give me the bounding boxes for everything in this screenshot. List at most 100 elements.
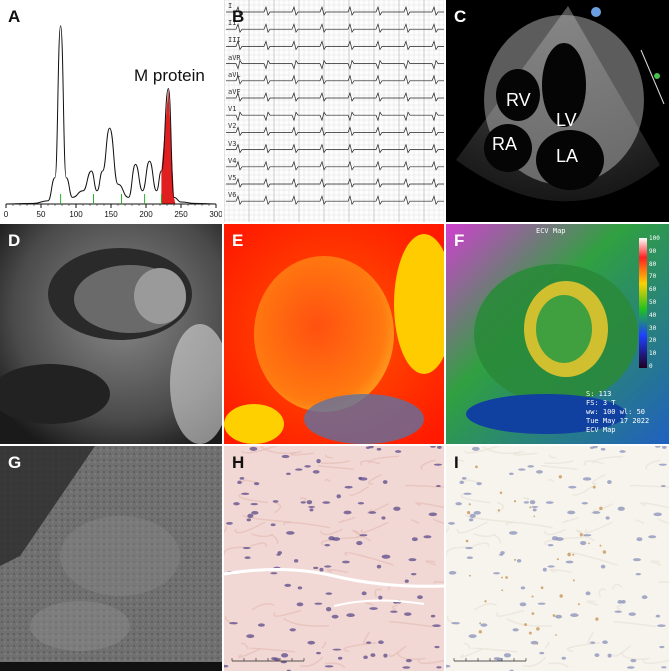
m-protein-annotation: M protein <box>134 66 205 85</box>
cell-nucleus <box>437 446 442 449</box>
tissue-fiber <box>473 533 496 538</box>
cell-nucleus <box>580 541 587 546</box>
tissue-fiber <box>460 492 491 504</box>
electron-micrograph <box>0 446 222 671</box>
cell-nucleus <box>539 651 545 655</box>
panel-label-d: D <box>8 231 21 250</box>
tissue-fiber <box>463 446 501 454</box>
cell-nucleus <box>476 482 482 486</box>
tissue-fiber <box>454 459 465 464</box>
tissue-fiber <box>505 521 553 529</box>
cell-nucleus <box>342 560 350 564</box>
cell-nucleus <box>363 655 368 660</box>
ecv-map-title: ECV Map <box>536 227 566 235</box>
ecv-info-line: ww: 100 wl: 50 <box>586 408 646 416</box>
tissue-fiber <box>464 513 514 523</box>
cell-nucleus <box>280 660 287 664</box>
ecv-map-image <box>446 224 669 444</box>
cell-nucleus <box>614 610 622 613</box>
tissue-fiber <box>410 519 420 525</box>
tissue-fiber <box>321 641 327 649</box>
tissue-fiber <box>473 603 497 611</box>
chamber-label-la: LA <box>556 146 579 166</box>
echo-image <box>456 6 665 202</box>
cell-nucleus <box>536 470 543 474</box>
stain-granule <box>577 603 580 606</box>
tissue-fiber <box>320 536 358 546</box>
ecg-lead-label: V2 <box>228 122 237 131</box>
x-tick-label: 50 <box>37 210 46 219</box>
cell-nucleus <box>547 565 555 568</box>
stain-granule <box>579 533 583 537</box>
cell-nucleus <box>519 602 527 607</box>
cell-nucleus <box>336 494 341 499</box>
tissue-fiber <box>274 501 282 514</box>
ecv-scale-tick: 90 <box>649 247 657 255</box>
cell-nucleus <box>465 546 473 550</box>
ecg-lead-trace <box>226 160 444 171</box>
ecv-scale-tick: 50 <box>649 299 657 306</box>
cell-nucleus <box>241 492 250 495</box>
tissue-fiber <box>367 473 383 485</box>
tissue-fiber <box>320 460 351 465</box>
tissue-fiber <box>635 519 645 525</box>
stain-granule <box>531 612 535 615</box>
tissue-fiber <box>360 521 389 534</box>
tissue-fiber <box>460 648 483 659</box>
stain-granule <box>595 617 599 621</box>
x-tick-label: 100 <box>69 210 83 219</box>
stain-granule <box>529 506 532 509</box>
cell-nucleus <box>286 472 291 476</box>
tissue-fiber <box>324 662 346 669</box>
cell-nucleus <box>493 657 500 661</box>
cell-nucleus <box>344 485 353 489</box>
tissue-fiber <box>591 455 623 464</box>
cell-nucleus <box>284 583 292 587</box>
tissue-fiber <box>241 446 278 454</box>
cell-nucleus <box>383 653 388 658</box>
cell-nucleus <box>430 446 436 448</box>
cell-nucleus <box>246 518 252 522</box>
tissue-fiber <box>348 485 370 496</box>
cell-nucleus <box>316 459 321 464</box>
panel-a: A M protein 0 50 100 150 200 250 300 <box>0 0 222 222</box>
tissue-fiber <box>629 484 669 488</box>
cell-nucleus <box>394 450 402 453</box>
stain-granule <box>501 589 504 592</box>
ecv-scale-tick: 100 <box>649 235 660 242</box>
stain-granule <box>572 553 575 556</box>
cell-nucleus <box>512 628 519 632</box>
cell-nucleus <box>277 551 283 555</box>
cell-nucleus <box>296 602 304 607</box>
ecv-info-line: ECV Map <box>586 426 616 434</box>
ecg-lead-label: I <box>228 2 233 10</box>
tissue-fiber <box>495 609 525 617</box>
panel-b: I II III aVR aVL aVF V1 V2 V3 V4 V5 V6 B <box>224 0 444 222</box>
cell-nucleus <box>332 648 342 651</box>
stain-granule <box>572 579 575 582</box>
cell-nucleus <box>404 612 412 616</box>
cell-nucleus <box>402 666 411 669</box>
cell-nucleus <box>297 586 303 590</box>
stain-granule <box>536 627 540 631</box>
stain-granule <box>531 595 534 598</box>
cell-nucleus <box>304 465 311 468</box>
cmr-image <box>0 224 222 444</box>
cell-nucleus <box>594 653 600 658</box>
ecv-scale-tick: 0 <box>649 363 653 370</box>
cell-nucleus <box>270 523 276 527</box>
cell-nucleus <box>324 565 332 568</box>
x-tick-label: 300 <box>209 210 222 219</box>
ecv-scale-tick: 20 <box>649 337 657 345</box>
cell-nucleus <box>322 501 331 504</box>
tissue-fiber <box>544 536 582 546</box>
cell-nucleus <box>527 465 535 468</box>
cell-nucleus <box>246 634 255 639</box>
cell-nucleus <box>570 613 579 618</box>
cell-nucleus <box>455 502 462 506</box>
cell-nucleus <box>361 591 367 596</box>
tissue-fiber <box>359 460 381 466</box>
cell-nucleus <box>641 595 648 600</box>
tissue-fiber <box>658 580 669 584</box>
panel-c: C RV LV RA LA <box>446 0 669 222</box>
